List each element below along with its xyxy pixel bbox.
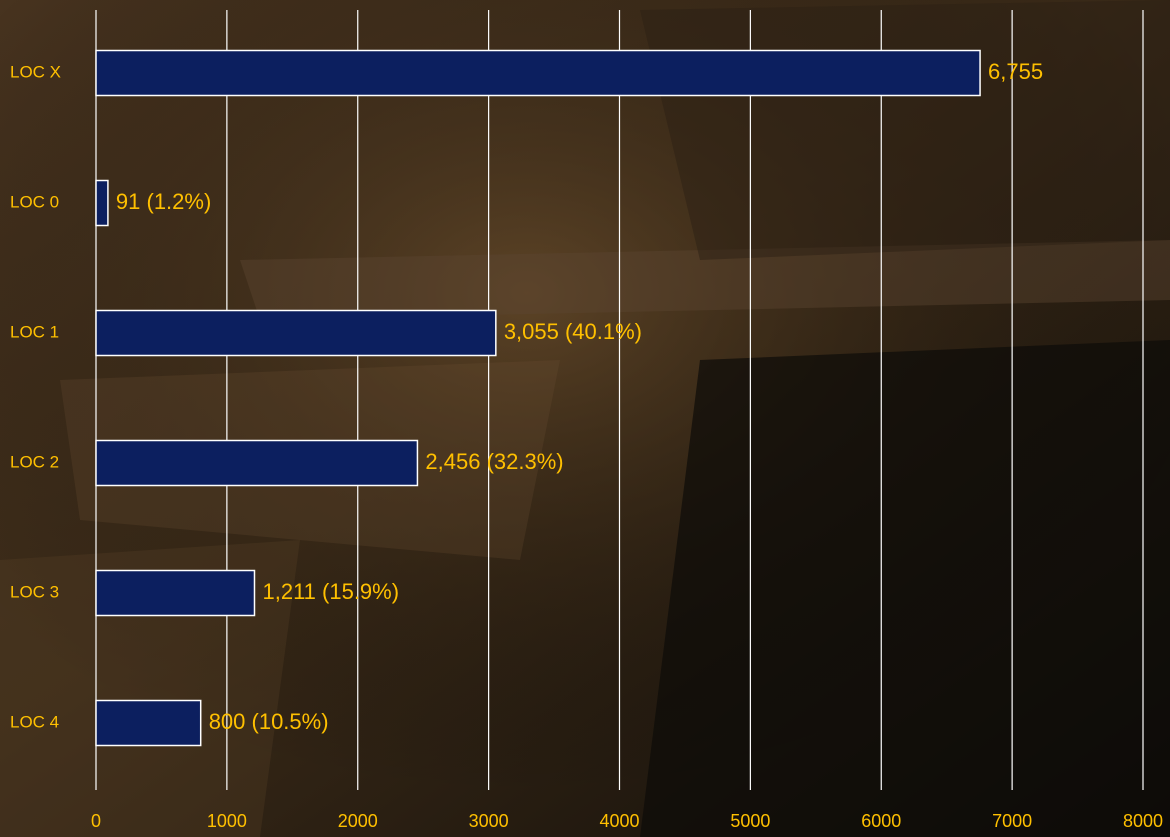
value-label: 91 (1.2%) — [116, 189, 211, 214]
bar — [95, 309, 497, 357]
bar — [95, 179, 109, 227]
x-tick-label: 5000 — [730, 811, 770, 831]
x-tick-label: 4000 — [599, 811, 639, 831]
x-tick-label: 7000 — [992, 811, 1032, 831]
value-label: 3,055 (40.1%) — [504, 319, 642, 344]
y-tick-label: LOC 3 — [10, 582, 59, 601]
y-tick-label: LOC 2 — [10, 452, 59, 471]
bar — [95, 439, 419, 487]
y-tick-label: LOC 4 — [10, 712, 59, 731]
x-tick-label: 6000 — [861, 811, 901, 831]
x-tick-label: 0 — [91, 811, 101, 831]
value-label: 1,211 (15.9%) — [262, 579, 399, 604]
bar — [95, 49, 981, 97]
value-label: 800 (10.5%) — [209, 709, 329, 734]
y-tick-label: LOC X — [10, 62, 61, 81]
x-tick-label: 1000 — [207, 811, 247, 831]
bar — [95, 699, 202, 747]
value-label: 6,755 — [988, 59, 1043, 84]
value-label: 2,456 (32.3%) — [425, 449, 563, 474]
y-tick-label: LOC 0 — [10, 192, 59, 211]
y-tick-label: LOC 1 — [10, 322, 59, 341]
bar — [95, 569, 256, 617]
x-tick-label: 3000 — [469, 811, 509, 831]
x-tick-label: 2000 — [338, 811, 378, 831]
x-tick-label: 8000 — [1123, 811, 1163, 831]
